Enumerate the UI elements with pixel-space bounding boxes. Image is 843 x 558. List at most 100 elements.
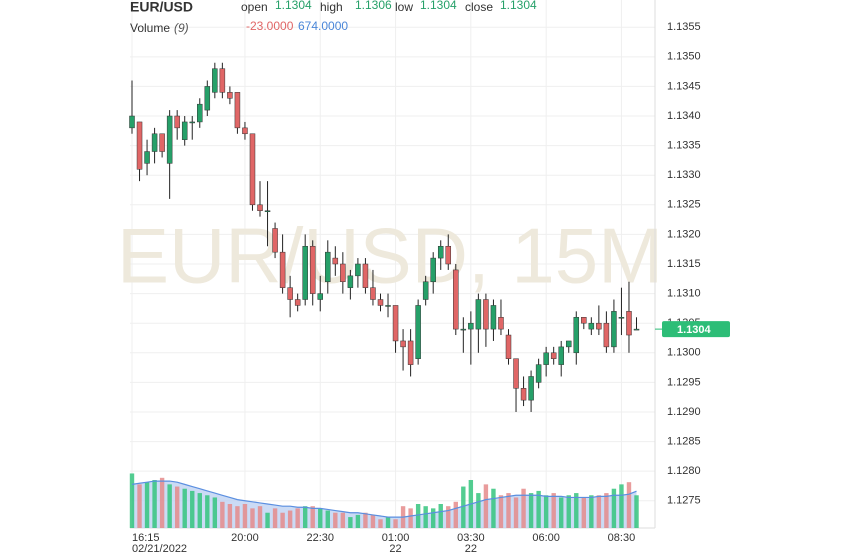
x-tick-label: 08:30 — [608, 532, 636, 544]
last-price-label: 1.1304 — [677, 324, 712, 336]
volume-bar — [190, 490, 195, 528]
y-tick-label: 1.1330 — [667, 169, 701, 181]
y-tick-label: 1.1315 — [667, 258, 701, 270]
y-tick-label: 1.1355 — [667, 21, 701, 33]
volume-period: (9) — [174, 21, 189, 35]
y-tick-label: 1.1325 — [667, 199, 701, 211]
volume-bar — [476, 493, 481, 528]
candle-body — [633, 328, 640, 331]
y-tick-label: 1.1285 — [667, 435, 701, 447]
candle-body — [166, 115, 173, 164]
volume-bar — [348, 517, 353, 528]
volume-bar — [611, 488, 617, 528]
volume-bar — [536, 490, 541, 528]
y-tick-label: 1.1340 — [667, 110, 701, 122]
volume-bar — [265, 512, 270, 528]
ohlc-key: close — [465, 0, 493, 14]
volume-bar — [543, 495, 549, 528]
candle-body — [468, 322, 474, 330]
candle-body — [347, 275, 354, 288]
candle-body — [483, 299, 489, 330]
candle-body — [520, 388, 527, 401]
ohlc-value: 1.1304 — [420, 0, 457, 12]
ohlc-key: high — [320, 0, 343, 14]
candle-body — [151, 133, 158, 152]
volume-bar — [333, 512, 338, 528]
candle-body — [611, 311, 617, 348]
candle-body — [505, 334, 512, 359]
chart-title: EUR/USD — [130, 0, 193, 15]
volume-bar — [152, 480, 157, 528]
volume-bar — [302, 506, 308, 528]
y-tick-label: 1.1280 — [667, 465, 701, 477]
candle-body — [588, 322, 595, 330]
volume-title: Volume — [130, 21, 170, 35]
candle-body — [535, 364, 542, 383]
volume-bar — [461, 486, 466, 528]
candle-body — [257, 204, 263, 211]
volume-bar — [423, 506, 428, 528]
candle-body — [603, 322, 610, 348]
volume-bar — [227, 504, 233, 528]
volume-bar — [129, 473, 135, 528]
candle-body — [332, 257, 339, 265]
candle-body — [445, 245, 452, 265]
candle-body — [219, 68, 226, 93]
volume-bar — [355, 514, 361, 528]
volume-bar — [378, 519, 383, 528]
volume-bar — [604, 493, 609, 528]
y-tick-label: 1.1275 — [667, 495, 701, 507]
y-tick-label: 1.1345 — [667, 80, 701, 92]
volume-bar — [182, 488, 187, 528]
candle-body — [144, 151, 150, 164]
candle-body — [234, 92, 241, 129]
volume-bar — [453, 501, 458, 528]
volume-bar — [174, 486, 180, 528]
y-tick-label: 1.1300 — [667, 347, 701, 359]
y-tick-label: 1.1295 — [667, 376, 701, 388]
candle-body — [227, 92, 233, 99]
volume-bar — [310, 506, 315, 528]
volume-bar — [408, 508, 413, 528]
candle-body — [174, 115, 180, 129]
volume-bar — [431, 508, 436, 528]
volume-bar — [498, 495, 504, 528]
candle-body — [596, 322, 602, 330]
candle-body — [460, 328, 467, 331]
candle-body — [513, 358, 519, 389]
x-tick-label: 06:00 — [532, 532, 560, 544]
volume-bar — [596, 495, 602, 528]
candle-body — [362, 263, 369, 288]
candle-body — [355, 263, 361, 277]
volume-bar — [340, 512, 346, 528]
last-price-badge — [662, 321, 730, 338]
volume-bar — [393, 519, 398, 528]
candle-body — [340, 263, 346, 283]
x-tick-label: 20:00 — [231, 532, 259, 544]
candle-body — [543, 352, 549, 365]
volume-bar — [280, 512, 285, 528]
volume-bar — [287, 510, 293, 528]
volume-bar — [250, 508, 255, 528]
volume-bar — [325, 510, 330, 528]
volume-bar — [272, 508, 278, 528]
volume-bar — [363, 512, 368, 528]
candle-body — [272, 228, 278, 253]
candle-body — [204, 86, 211, 111]
candle-body — [317, 293, 323, 300]
volume-bar — [506, 493, 511, 528]
candle-body — [325, 251, 331, 283]
candle-body — [242, 127, 248, 135]
volume-bar — [167, 484, 172, 528]
volume-bar — [566, 495, 571, 528]
candle-body — [415, 305, 421, 359]
volume-bar — [242, 504, 248, 528]
volume-bar — [634, 495, 639, 528]
candle-body — [475, 299, 482, 330]
volume-ma-value: 674.0000 — [298, 19, 348, 33]
candle-body — [294, 299, 301, 306]
volume-bar — [137, 484, 142, 528]
volume-bar — [581, 497, 586, 528]
ohlc-key: open — [241, 0, 268, 14]
